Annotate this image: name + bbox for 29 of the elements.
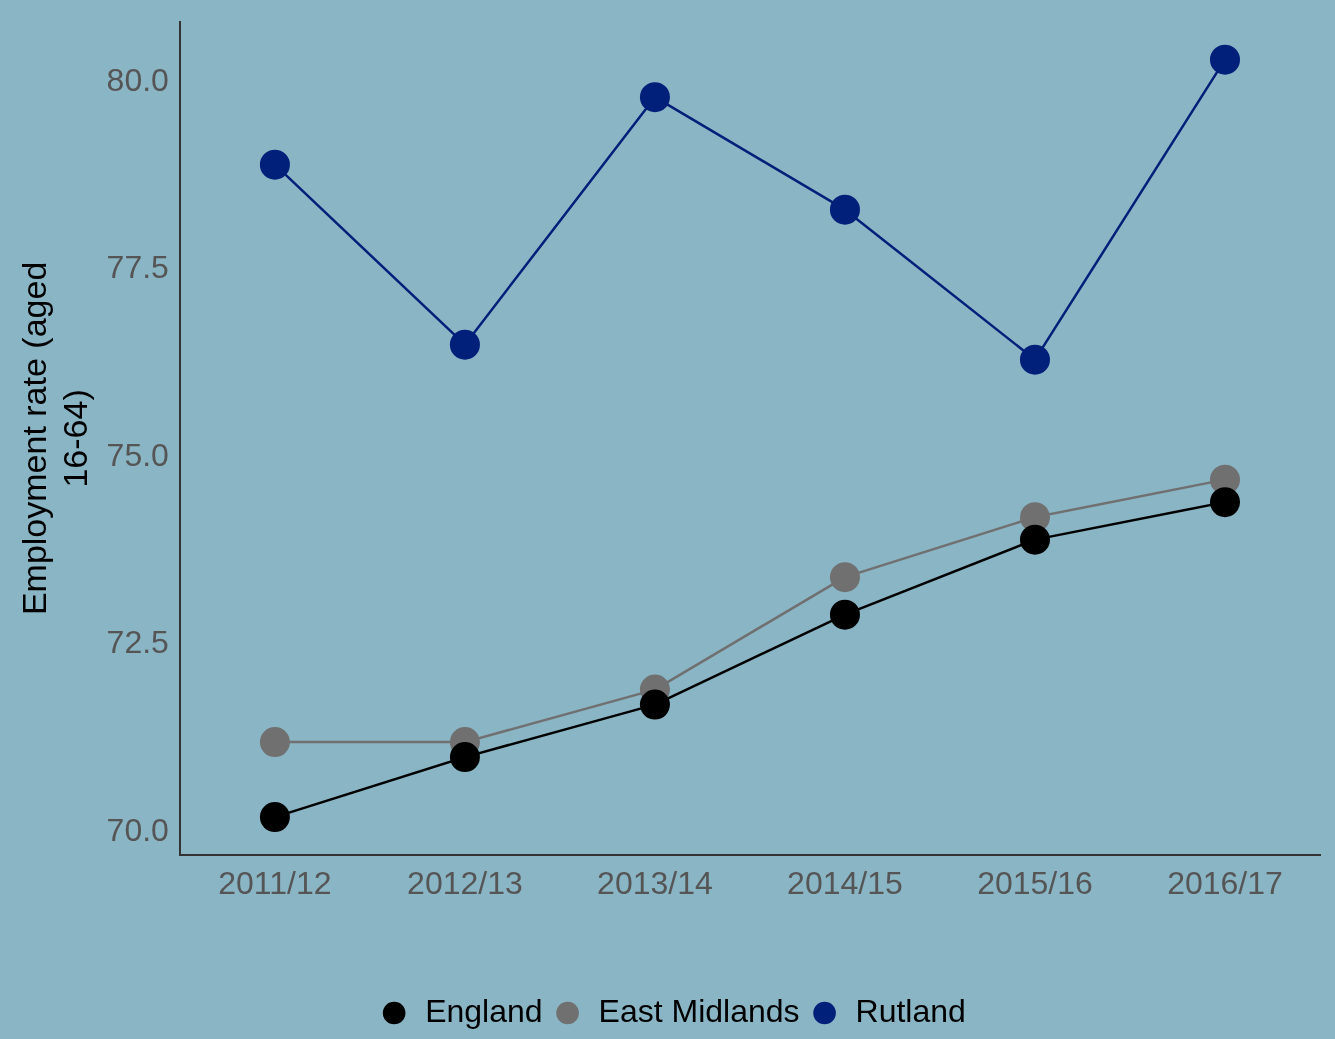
point bbox=[259, 727, 290, 758]
y-tick-label: 80.0 bbox=[106, 62, 169, 99]
x-tick-label: 2013/14 bbox=[597, 864, 713, 901]
point bbox=[1019, 344, 1050, 375]
point bbox=[1019, 524, 1050, 555]
point bbox=[639, 82, 670, 113]
x-tick-label: 2016/17 bbox=[1167, 864, 1283, 901]
legend-label: East Midlands bbox=[598, 992, 800, 1029]
legend-label: England bbox=[425, 992, 543, 1029]
x-tick-label: 2015/16 bbox=[977, 864, 1093, 901]
point bbox=[259, 802, 290, 833]
point bbox=[259, 149, 290, 180]
point bbox=[829, 599, 860, 630]
point bbox=[1209, 487, 1240, 518]
point bbox=[639, 689, 670, 720]
y-axis-title: Employment rate (aged 16-64) bbox=[14, 261, 94, 616]
x-tick-label: 2014/15 bbox=[787, 864, 903, 901]
y-tick-label: 70.0 bbox=[106, 811, 169, 848]
x-tick-label: 2012/13 bbox=[407, 864, 523, 901]
point bbox=[829, 562, 860, 593]
point bbox=[449, 329, 480, 360]
point bbox=[449, 742, 480, 773]
y-tick-label: 77.5 bbox=[106, 249, 169, 286]
y-tick-label: 75.0 bbox=[106, 436, 169, 473]
point bbox=[829, 194, 860, 225]
point bbox=[1209, 44, 1240, 75]
legend-label: Rutland bbox=[855, 992, 966, 1029]
y-tick-label: 72.5 bbox=[106, 624, 169, 661]
x-tick-label: 2011/12 bbox=[218, 864, 332, 901]
